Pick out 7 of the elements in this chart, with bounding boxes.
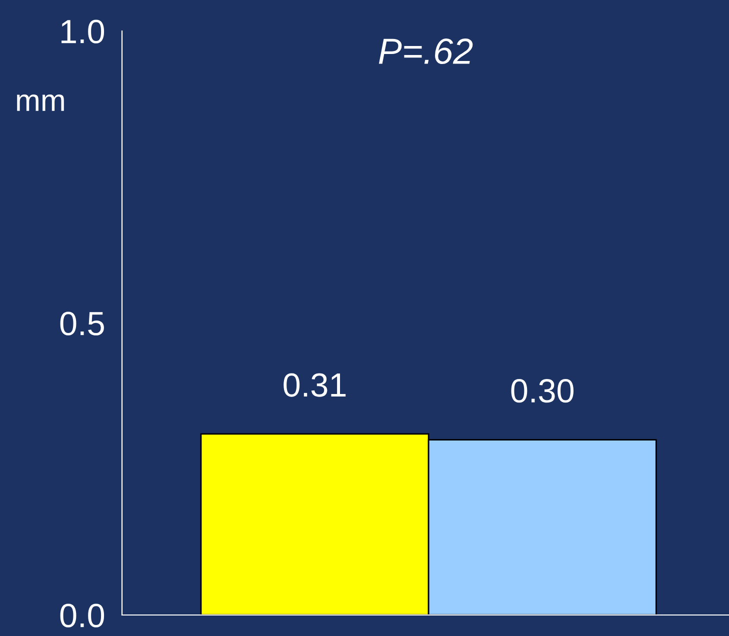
y-tick-label: 1.0 [62, 20, 104, 44]
y-tick-label: 0.0 [60, 604, 104, 628]
data-label: 0.30 [511, 379, 574, 403]
data-label: 0.31 [284, 373, 346, 397]
annotation: P=.62 [378, 38, 473, 64]
y-axis-title: mm [17, 94, 64, 111]
y-tick-label: 0.5 [60, 312, 104, 336]
